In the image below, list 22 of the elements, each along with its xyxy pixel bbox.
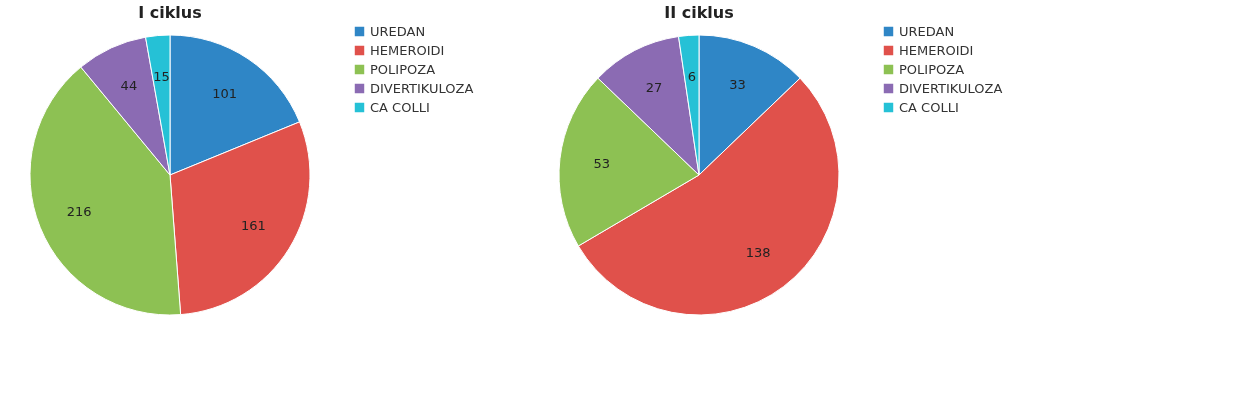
data-label: 216 (66, 203, 92, 219)
chart-title: I ciklus (138, 3, 202, 22)
data-label: 138 (745, 245, 771, 261)
legend-label: POLIPOZA (370, 61, 436, 77)
chart-title: II ciklus (664, 3, 734, 22)
legend-label: UREDAN (370, 23, 426, 39)
legend-label: CA COLLI (370, 99, 430, 115)
legend-label: DIVERTIKULOZA (899, 80, 1003, 96)
data-label: 15 (153, 69, 170, 85)
data-label: 44 (120, 78, 138, 94)
data-label: 101 (212, 85, 238, 101)
data-label: 33 (729, 76, 746, 92)
legend-label: CA COLLI (899, 99, 959, 115)
legend-label: HEMEROIDI (370, 42, 445, 58)
legend-label: UREDAN (899, 23, 955, 39)
legend-label: HEMEROIDI (899, 42, 974, 58)
data-label: 6 (687, 69, 696, 85)
data-label: 53 (593, 155, 610, 171)
data-label: 161 (240, 218, 266, 234)
legend-label: DIVERTIKULOZA (370, 80, 474, 96)
data-label: 27 (645, 79, 663, 95)
legend-label: POLIPOZA (899, 61, 965, 77)
